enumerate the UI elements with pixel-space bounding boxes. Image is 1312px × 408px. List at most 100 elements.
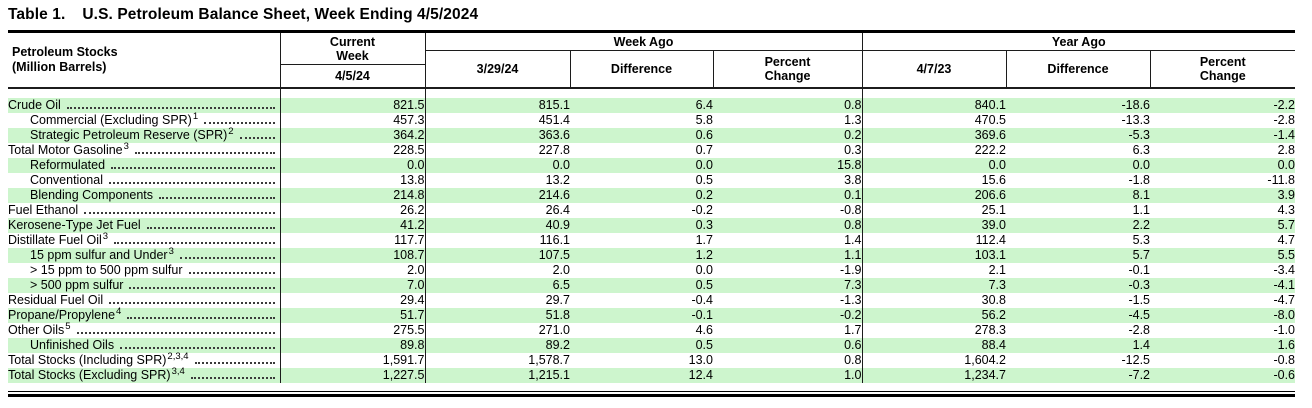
row-label: Distillate Fuel Oil	[8, 232, 102, 247]
cell-year-ago-stocks: 206.6	[974, 187, 1006, 202]
cell-year-ago-difference: -0.3	[1128, 277, 1150, 292]
row-label-cell: > 500 ppm sulfur	[8, 277, 281, 293]
row-label-superscript: 2,3,4	[167, 351, 189, 362]
cell-year-ago-percent-change: 0.0	[1277, 157, 1295, 172]
leader-dots	[194, 362, 275, 364]
leader-dots	[84, 212, 275, 214]
cell-week-ago-stocks: 29.7	[545, 292, 570, 307]
row-label: > 15 ppm to 500 ppm sulfur	[30, 262, 183, 277]
cell-year-ago-percent-change: -4.7	[1273, 292, 1295, 307]
row-label-cell: > 15 ppm to 500 ppm sulfur	[8, 262, 281, 278]
cell-week-ago-difference: 0.0	[695, 157, 713, 172]
cell-week-ago-difference: 1.7	[695, 232, 713, 247]
cell-year-ago-stocks: 840.1	[974, 97, 1006, 112]
cell-week-ago-difference: 13.0	[688, 352, 713, 367]
leader-dots	[111, 167, 275, 169]
row-label-cell: Other Oils 5	[8, 321, 281, 338]
cell-week-ago-percent-change: 0.1	[713, 187, 863, 203]
cell-week-ago-difference: 0.5	[695, 337, 713, 352]
cell-week-ago-percent-change: 0.8	[713, 217, 863, 233]
table-row: Blending Components 214.8 214.6 0.2 0.1 206.6…	[8, 187, 1295, 203]
cell-year-ago-difference: -7.2	[1128, 367, 1150, 382]
table-row: Strategic Petroleum Reserve (SPR) 2 364.2 3…	[8, 126, 1295, 143]
cell-week-ago-difference: -0.4	[691, 292, 713, 307]
cell-week-ago-stocks: 363.6	[538, 127, 570, 142]
header-body-gap	[8, 87, 1295, 98]
row-label-cell: Propane/Propylene 4	[8, 306, 281, 323]
row-label-superscript: 4	[116, 306, 122, 317]
cell-year-ago-percent-change: -11.8	[1267, 172, 1295, 187]
header-year-ago-group: Year Ago	[862, 31, 1295, 51]
cell-year-ago-difference: -18.6	[1121, 97, 1151, 112]
row-label-cell: Blending Components	[8, 187, 281, 203]
row-label-cell: Crude Oil	[8, 97, 281, 113]
table-row: Distillate Fuel Oil 3 117.7 116.1 1.7 1.4 112.…	[8, 231, 1295, 248]
cell-year-ago-percent-change: -3.4	[1273, 262, 1295, 277]
row-label-cell: Conventional	[8, 172, 281, 188]
table-row: Total Motor Gasoline 3 228.5 227.8 0.7 0.3 222…	[8, 141, 1295, 158]
cell-year-ago-percent-change: -0.8	[1273, 352, 1295, 367]
table-header: Petroleum Stocks (Million Barrels) Curre…	[8, 31, 1295, 98]
cell-week-ago-difference: 0.0	[695, 262, 713, 277]
cell-year-ago-stocks: 88.4	[981, 337, 1006, 352]
cell-week-ago-percent-change: 1.1	[713, 247, 863, 263]
row-label: Propane/Propylene	[8, 307, 116, 322]
table-row: Propane/Propylene 4 51.7 51.8 -0.1 -0.2 56.2 -4…	[8, 306, 1295, 323]
table-row: Conventional 13.8 13.2 0.5 3.8 15.6 -1.8 -11.8	[8, 172, 1295, 188]
leader-dots	[109, 302, 275, 304]
cell-current-week: 0.0	[280, 157, 426, 173]
cell-year-ago-stocks: 25.1	[981, 202, 1006, 217]
cell-year-ago-percent-change: -1.4	[1273, 127, 1295, 142]
row-label-cell: Total Motor Gasoline 3	[8, 141, 281, 158]
cell-current-week: 117.7	[280, 232, 426, 248]
cell-year-ago-percent-change: -2.8	[1273, 112, 1295, 127]
row-label: Residual Fuel Oil	[8, 292, 104, 307]
cell-week-ago-stocks: 13.2	[545, 172, 570, 187]
cell-year-ago-difference: -5.3	[1128, 127, 1150, 142]
cell-week-ago-stocks: 1,578.7	[528, 352, 570, 367]
cell-year-ago-percent-change: 2.8	[1277, 142, 1295, 157]
leader-dots	[129, 287, 275, 289]
cell-week-ago-difference: 1.2	[695, 247, 713, 262]
cell-current-week: 228.5	[280, 142, 426, 158]
cell-week-ago-difference: 0.5	[695, 277, 713, 292]
table-row: Fuel Ethanol 26.2 26.4 -0.2 -0.8 25.1 1.1 4.3	[8, 202, 1295, 218]
cell-year-ago-stocks: 7.3	[988, 277, 1006, 292]
cell-week-ago-difference: -0.1	[691, 307, 713, 322]
cell-year-ago-percent-change: 3.9	[1277, 187, 1295, 202]
leader-dots	[127, 317, 275, 319]
row-label: Other Oils	[8, 322, 65, 337]
row-label-cell: Strategic Petroleum Reserve (SPR) 2	[8, 126, 281, 143]
header-year-ago-date: 4/7/23	[862, 50, 1007, 89]
cell-year-ago-difference: -2.8	[1128, 322, 1150, 337]
cell-week-ago-percent-change: 3.8	[713, 172, 863, 188]
row-label: Kerosene-Type Jet Fuel	[8, 217, 141, 232]
row-label: Total Stocks (Excluding SPR)	[8, 367, 171, 382]
row-label: Fuel Ethanol	[8, 202, 79, 217]
cell-year-ago-difference: -1.5	[1128, 292, 1150, 307]
cell-year-ago-stocks: 0.0	[988, 157, 1006, 172]
row-label-superscript: 5	[65, 321, 71, 332]
row-label-superscript: 3	[123, 141, 129, 152]
cell-year-ago-stocks: 112.4	[975, 232, 1006, 247]
row-label: Unfinished Oils	[30, 337, 115, 352]
leader-dots	[114, 242, 275, 244]
cell-year-ago-stocks: 278.3	[974, 322, 1006, 337]
cell-week-ago-difference: 4.6	[695, 322, 713, 337]
table-row: 15 ppm sulfur and Under 3 108.7 107.5 1.2 1.1…	[8, 246, 1295, 263]
cell-year-ago-percent-change: 4.3	[1277, 202, 1295, 217]
cell-week-ago-percent-change: 0.3	[713, 142, 863, 158]
row-label-superscript: 1	[192, 111, 199, 122]
cell-week-ago-difference: 0.3	[695, 217, 713, 232]
row-label-cell: Reformulated	[8, 157, 281, 173]
header-week-ago-difference: Difference	[570, 50, 714, 89]
cell-week-ago-stocks: 107.5	[538, 247, 570, 262]
table-row: Reformulated 0.0 0.0 0.0 15.8 0.0 0.0 0.0	[8, 157, 1295, 173]
row-label-cell: Distillate Fuel Oil 3	[8, 231, 281, 248]
cell-week-ago-stocks: 89.2	[545, 337, 570, 352]
cell-week-ago-stocks: 1,215.1	[528, 367, 570, 382]
cell-week-ago-percent-change: -0.2	[713, 307, 863, 323]
cell-week-ago-stocks: 6.5	[552, 277, 570, 292]
cell-week-ago-stocks: 26.4	[545, 202, 570, 217]
